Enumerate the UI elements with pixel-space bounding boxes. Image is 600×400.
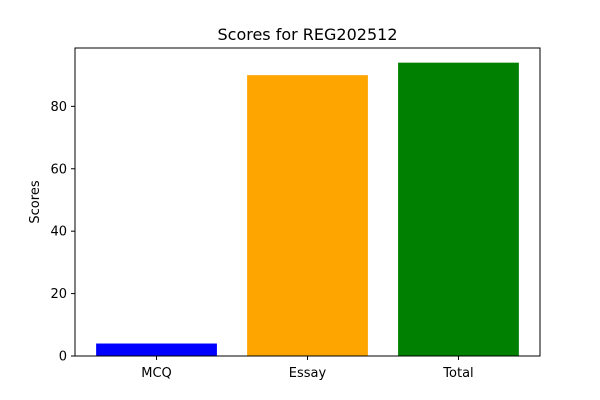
x-tick-label: Total [442, 366, 473, 381]
plot-area-frame [74, 47, 541, 357]
y-axis-ticks: 0 20 40 60 80 [50, 100, 75, 365]
y-tick-label: 80 [50, 100, 67, 115]
bar-total [398, 62, 519, 357]
y-tick-label: 40 [50, 225, 67, 240]
bar-essay [247, 75, 368, 357]
y-tick-label: 0 [59, 350, 67, 365]
x-axis-ticks: MCQ Essay Total [141, 356, 474, 381]
y-tick-label: 20 [50, 287, 67, 302]
x-tick-label: Essay [289, 366, 327, 381]
x-tick-label: MCQ [141, 366, 172, 381]
bar-mcq [96, 343, 217, 356]
bars-group [96, 62, 519, 357]
y-axis-label: Scores [28, 180, 43, 223]
chart-title: Scores for REG202512 [217, 25, 397, 44]
y-tick-label: 60 [50, 162, 67, 177]
